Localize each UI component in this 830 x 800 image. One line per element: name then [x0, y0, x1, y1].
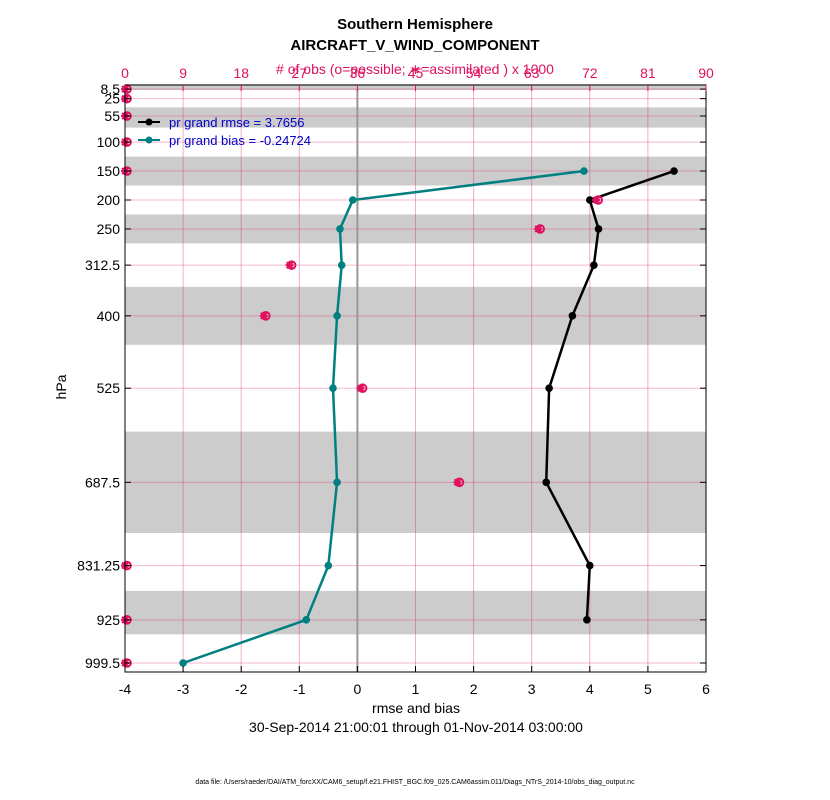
y-tick-label: 831.25: [77, 558, 120, 574]
y-tick-label: 55: [104, 108, 120, 124]
y-tick-label: 250: [97, 221, 121, 237]
legend-bias-marker: [145, 136, 153, 144]
y-tick-label: 400: [97, 308, 121, 324]
y-axis-label: hPa: [53, 374, 69, 399]
shaded-band: [125, 590, 706, 635]
series-point-1: [324, 561, 333, 570]
series-point-0: [590, 261, 598, 269]
x-tick-label: 2: [470, 681, 478, 697]
top-tick-label: 63: [524, 65, 540, 81]
x-tick-label: 6: [702, 681, 710, 697]
x-tick-label: 0: [354, 681, 362, 697]
x-tick-label: 4: [586, 681, 594, 697]
x-tick-label: -3: [177, 681, 190, 697]
obs-assimilated-marker: [453, 478, 462, 487]
top-tick-label: 54: [466, 65, 482, 81]
shaded-band: [125, 431, 706, 533]
shaded-band: [125, 286, 706, 345]
y-tick-label: 525: [97, 380, 121, 396]
top-tick-label: 18: [233, 65, 249, 81]
data-file-footnote: data file: /Users/raeder/DAI/ATM_forcXX/…: [195, 779, 635, 786]
shaded-bands: [125, 84, 706, 635]
obs-assimilated-marker: [592, 196, 601, 204]
top-tick-label: 45: [408, 65, 424, 81]
y-tick-label: 687.5: [85, 474, 120, 490]
shaded-band: [125, 214, 706, 244]
legend-rmse-marker: [145, 118, 153, 126]
series-line-1: [182, 169, 585, 665]
legend-rmse-label: pr grand rmse = 3.7656: [169, 115, 305, 130]
series-layer: [179, 167, 678, 667]
series-point-0: [586, 561, 594, 570]
chart-title: Southern Hemisphere: [337, 16, 493, 33]
y-tick-label: 150: [97, 163, 121, 179]
x-tick-label: 5: [644, 681, 652, 697]
y-tick-label: 312.5: [85, 257, 120, 273]
series-point-1: [348, 196, 357, 204]
legend: pr grand rmse = 3.7656 pr grand bias = -…: [138, 115, 311, 148]
bottom-x-axis: -4 -3 -2 -1 0 1 2 3 4 5 6: [119, 666, 710, 697]
y-tick-label: 925: [97, 612, 121, 628]
series-point-1: [336, 225, 344, 233]
top-tick-label: 72: [582, 65, 598, 81]
y-tick-label: 100: [97, 134, 121, 150]
legend-bias-label: pr grand bias = -0.24724: [169, 133, 311, 148]
series-point-0: [670, 167, 678, 175]
chart-subtitle: AIRCRAFT_V_WIND_COMPONENT: [290, 37, 539, 54]
x-tick-label: 1: [412, 681, 420, 697]
obs-assimilated-marker: [356, 384, 365, 393]
series-point-0: [586, 196, 594, 204]
top-tick-label: 27: [292, 65, 308, 81]
shaded-band: [125, 156, 706, 186]
top-tick-label: 90: [698, 65, 714, 81]
obs-assimilated-marker: [285, 261, 294, 270]
series-point-0: [594, 225, 603, 233]
x-tick-label: -2: [235, 681, 248, 697]
series-point-1: [333, 478, 341, 487]
x-axis-label: rmse and bias: [372, 700, 460, 716]
series-point-1: [580, 167, 588, 175]
obs-assimilated-marker: [259, 311, 268, 320]
x-tick-label: -1: [293, 681, 306, 697]
top-tick-label: 0: [121, 65, 129, 81]
series-point-1: [337, 261, 346, 269]
y-tick-label: 999.5: [85, 655, 120, 671]
series-point-1: [179, 659, 187, 667]
top-tick-label: 81: [640, 65, 656, 81]
horizontal-gridlines: [125, 88, 706, 664]
series-point-0: [568, 312, 577, 320]
x-tick-label: -4: [119, 681, 132, 697]
top-x-axis: 0 9 18 27 36 45 54 63 72 81 90: [121, 65, 714, 91]
y-tick-label: 200: [97, 192, 121, 208]
y-tick-label: 25: [104, 91, 120, 107]
series-point-1: [329, 384, 337, 393]
series-point-1: [333, 312, 341, 320]
date-range: 30-Sep-2014 21:00:01 through 01-Nov-2014…: [249, 719, 583, 735]
series-point-0: [583, 616, 591, 624]
top-axis-label: # of obs (o=possible; ∗=assimilated ) x …: [276, 61, 554, 77]
top-tick-label: 36: [350, 65, 366, 81]
x-tick-label: 3: [528, 681, 536, 697]
shaded-band: [125, 107, 706, 128]
series-point-0: [545, 384, 553, 393]
obs-assimilated-marker: [534, 224, 543, 233]
y-tick-label: 8.5: [101, 81, 121, 97]
series-point-1: [302, 616, 311, 624]
series-point-0: [542, 478, 551, 487]
top-tick-label: 9: [179, 65, 187, 81]
